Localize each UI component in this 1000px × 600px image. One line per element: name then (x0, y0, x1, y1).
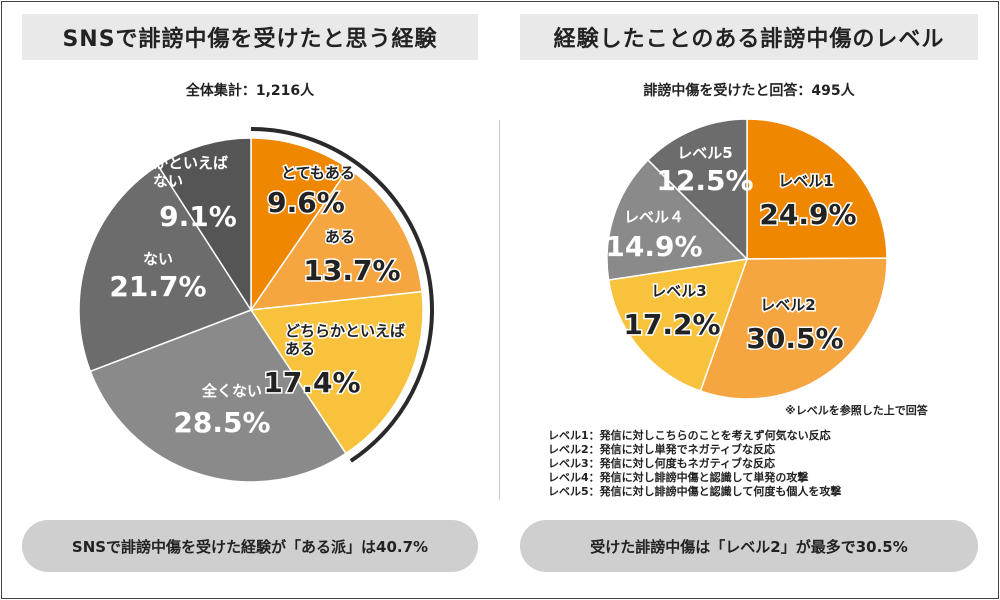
pie-slice-level5 (646, 118, 748, 261)
slice-label-value: 24.9% (759, 198, 856, 231)
slice-label-value: 17.4% (263, 366, 360, 399)
pie-slice-level1 (746, 118, 888, 260)
legend-item-level1: レベル1：発信に対しこちらのことを考えず何気ない反応 (548, 429, 831, 442)
slice-label-value: 17.2% (623, 308, 720, 341)
slice-label-name: ある (325, 228, 355, 246)
pie-slice-level3 (607, 258, 749, 392)
pie-slice-no (78, 164, 253, 373)
slice-label-name: どちらかといえばない (108, 154, 228, 190)
slice-label-value: 13.7% (303, 254, 400, 287)
slice-label-name: レベル1 (778, 172, 833, 190)
slice-label-value: 9.1% (159, 200, 237, 233)
slice-label-value: 30.5% (746, 322, 843, 355)
left-chart-title: SNSで誹謗中傷を受けたと思う経験 (22, 14, 478, 60)
aru-ha-highlight-arc (250, 127, 434, 463)
legend-item-level2: レベル2：発信に対し単発でネガティブな反応 (548, 443, 775, 456)
right-chart-note: ※レベルを参照した上で回答 (785, 404, 928, 417)
right-chart-title: 経験したことのある誹謗中傷のレベル (520, 14, 978, 60)
pie-slice-very-much (250, 137, 350, 313)
legend-item-level5: レベル5：発信に対し誹謗中傷と認識して何度も個人を攻撃 (548, 485, 842, 498)
slice-label-value: 28.5% (173, 406, 270, 439)
legend-item-level3: レベル3：発信に対し何度もネガティブな反応 (548, 457, 775, 470)
slice-label-name: ない (143, 250, 173, 268)
slice-label-name: レベル3 (651, 282, 706, 300)
pie-slice-somewhat-yes (249, 290, 424, 455)
legend-item-level4: レベル4：発信に対し誹謗中傷と認識して単発の攻撃 (548, 471, 809, 484)
pie-slice-somewhat-no (156, 137, 252, 313)
right-summary-pill: 受けた誹謗中傷は「レベル2」が最多で30.5% (520, 520, 978, 572)
pie-slice-not-at-all (89, 309, 347, 483)
slice-label-value: 21.7% (109, 270, 206, 303)
slice-label-value: 14.9% (605, 230, 702, 263)
level-legend: レベル1：発信に対しこちらのことを考えず何気ない反応 レベル2：発信に対し単発で… (548, 429, 841, 499)
right-total-count: 誹謗中傷を受けたと回答：495人 (643, 83, 855, 99)
slice-label-name: レベル2 (760, 296, 815, 314)
slice-label-name: どちらかといえばある (285, 322, 405, 358)
slice-label-value: 12.5% (656, 164, 753, 197)
left-total-count: 全体集計：1,216人 (185, 83, 315, 99)
panel-divider (499, 120, 500, 500)
left-summary-pill: SNSで誹謗中傷を受けた経験が「ある派」は40.7% (22, 520, 478, 572)
slice-label-name: 全くない (201, 382, 262, 400)
slice-label-name: とてもある (281, 164, 355, 182)
slice-label-name: レベル5 (677, 144, 732, 162)
slice-label-value: 9.6% (267, 186, 345, 219)
pie-slice-yes (249, 167, 423, 311)
pie-slice-level2 (699, 257, 888, 400)
pie-slice-level4 (606, 158, 749, 281)
slice-label-name: レベル４ (624, 208, 684, 226)
